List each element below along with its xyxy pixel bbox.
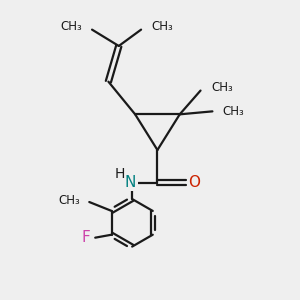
Text: CH₃: CH₃ (60, 20, 82, 33)
Text: N: N (125, 175, 136, 190)
Text: CH₃: CH₃ (152, 20, 173, 33)
Text: F: F (81, 230, 90, 245)
Text: CH₃: CH₃ (223, 105, 244, 118)
Text: H: H (115, 167, 125, 182)
Text: O: O (188, 175, 200, 190)
Text: CH₃: CH₃ (211, 81, 233, 94)
Text: CH₃: CH₃ (58, 194, 80, 207)
